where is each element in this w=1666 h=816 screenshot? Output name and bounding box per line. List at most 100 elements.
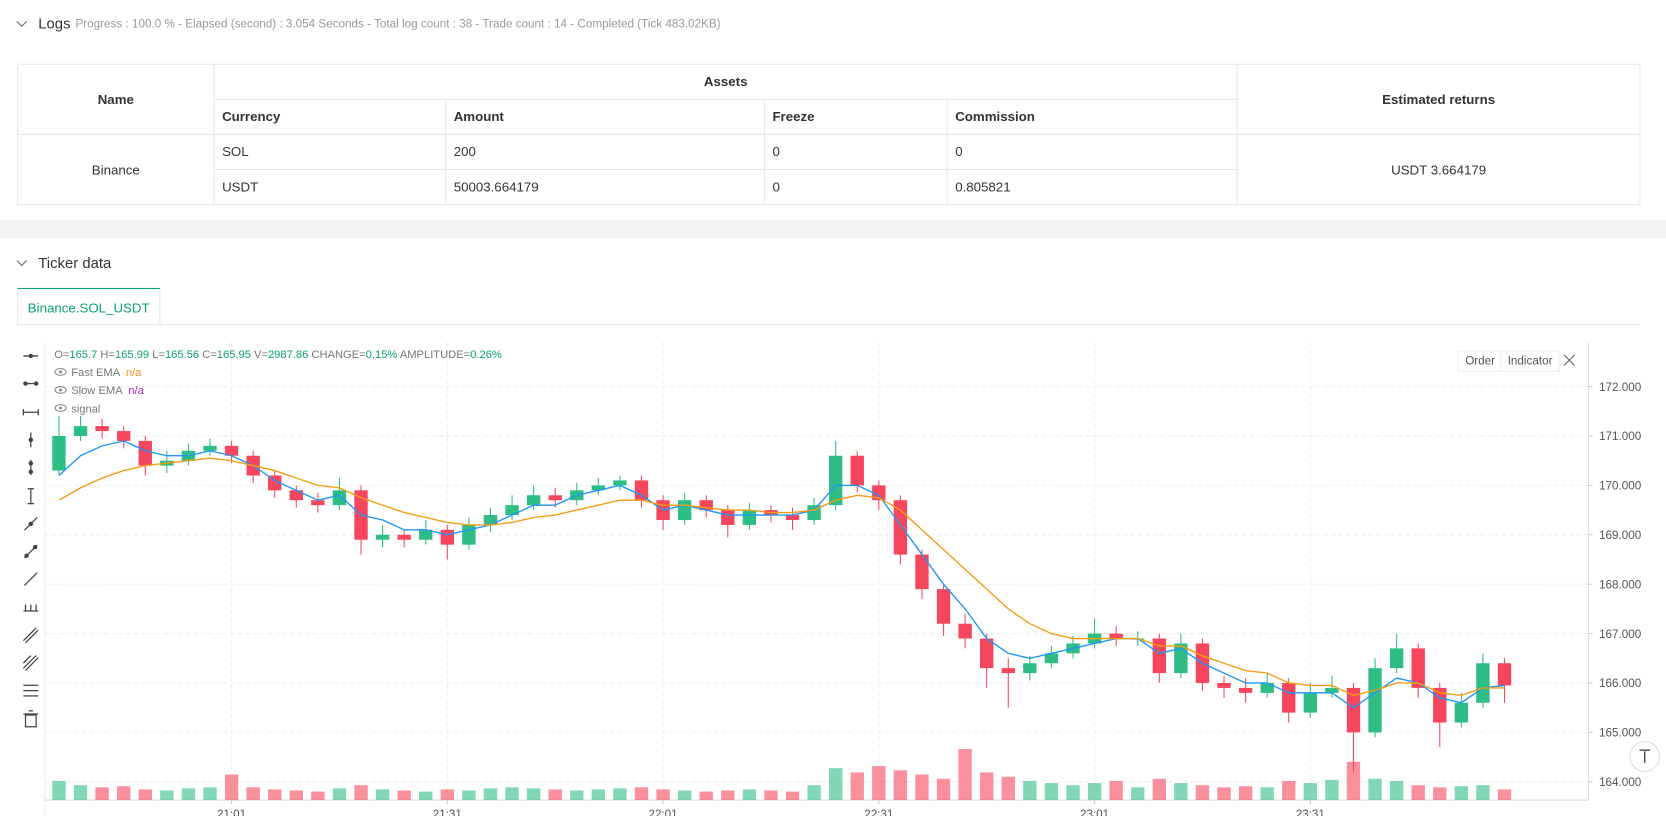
y-tick-label: 170.000 bbox=[1599, 480, 1642, 493]
tool-icon[interactable] bbox=[23, 684, 39, 697]
candle-body bbox=[526, 495, 541, 506]
indicator-button[interactable]: Indicator bbox=[1500, 350, 1560, 372]
candle-body bbox=[958, 623, 972, 639]
candle-body bbox=[1325, 687, 1339, 693]
candle-body bbox=[440, 529, 455, 545]
volume-bar bbox=[721, 790, 735, 801]
candle-body bbox=[483, 515, 498, 525]
x-tick-label: 22:01 bbox=[648, 808, 677, 816]
volume-bar bbox=[526, 788, 541, 801]
collapse-icon[interactable] bbox=[16, 255, 28, 267]
candle-body bbox=[1044, 653, 1059, 664]
candle-body bbox=[634, 480, 649, 501]
legend-name: signal bbox=[71, 402, 101, 416]
tool-icon[interactable] bbox=[22, 655, 39, 671]
volume-bar bbox=[203, 787, 217, 801]
header-cell: Estimated returns bbox=[1236, 63, 1641, 135]
tool-icon[interactable] bbox=[23, 604, 39, 612]
volume-bar bbox=[634, 787, 649, 801]
candle-body bbox=[117, 431, 131, 441]
candle-body bbox=[721, 510, 735, 525]
cell: Binance bbox=[17, 133, 215, 206]
tool-icon[interactable] bbox=[23, 353, 39, 359]
volume-bar bbox=[1389, 780, 1404, 801]
volume-bar bbox=[52, 780, 66, 801]
tool-icon[interactable] bbox=[28, 460, 34, 475]
candle-body bbox=[311, 500, 325, 506]
volume-bar bbox=[656, 789, 670, 801]
tool-icon[interactable] bbox=[23, 516, 38, 531]
volume-bar bbox=[440, 789, 455, 801]
visibility-icon[interactable] bbox=[54, 404, 67, 413]
x-tick-label: 21:01 bbox=[217, 808, 246, 816]
volume-bar bbox=[1001, 776, 1015, 801]
legend-value: 0.26% bbox=[470, 348, 502, 362]
volume-bar bbox=[375, 789, 390, 801]
candle-body bbox=[850, 455, 864, 486]
order-button[interactable]: Order bbox=[1457, 350, 1503, 372]
candle-body bbox=[872, 485, 886, 501]
candle-body bbox=[419, 529, 433, 540]
volume-bar bbox=[677, 790, 692, 801]
legend-key: H= bbox=[100, 348, 115, 362]
volume-bar bbox=[1023, 780, 1037, 801]
header-cell: Commission bbox=[946, 98, 1238, 135]
candle-body bbox=[699, 500, 713, 511]
volume-bar bbox=[1282, 780, 1296, 801]
volume-bar bbox=[613, 788, 627, 801]
tool-icon[interactable] bbox=[23, 381, 39, 386]
tool-icon[interactable] bbox=[22, 627, 39, 644]
tab-divider bbox=[17, 324, 1641, 326]
x-tick-label: 21:31 bbox=[433, 808, 462, 816]
candle-body bbox=[677, 500, 692, 520]
delete-icon[interactable] bbox=[23, 710, 39, 728]
volume-bar bbox=[160, 790, 174, 801]
tool-icon[interactable] bbox=[23, 544, 38, 559]
volume-bar bbox=[95, 787, 109, 801]
section-separator bbox=[0, 219, 1666, 238]
volume-bar bbox=[419, 791, 433, 801]
tool-icon[interactable] bbox=[23, 572, 38, 586]
volume-bar bbox=[548, 789, 562, 801]
volume-bar bbox=[268, 789, 282, 801]
candle-body bbox=[1497, 663, 1512, 686]
tool-icon[interactable] bbox=[27, 488, 34, 505]
legend-item: Slow EMA n/a bbox=[54, 385, 144, 397]
ticker-tab[interactable]: Binance.SOL_USDT bbox=[17, 287, 161, 325]
tool-icon[interactable] bbox=[22, 409, 39, 416]
drawing-toolbar[interactable] bbox=[22, 353, 39, 728]
volume-bar bbox=[980, 772, 994, 801]
candle-body bbox=[915, 554, 929, 590]
tool-icon[interactable] bbox=[28, 432, 34, 448]
y-tick-label: 165.000 bbox=[1599, 727, 1642, 740]
volume-bar bbox=[1217, 787, 1231, 801]
candle-body bbox=[936, 589, 951, 624]
scroll-latest-button[interactable] bbox=[1629, 741, 1661, 772]
legend-item: signal bbox=[54, 402, 101, 416]
legend-name: Fast EMA bbox=[71, 366, 120, 380]
candle-body bbox=[52, 435, 66, 471]
y-tick-label: 166.000 bbox=[1599, 677, 1642, 690]
candle-body bbox=[268, 475, 282, 491]
volume-bar bbox=[850, 772, 864, 801]
candle-body bbox=[1368, 668, 1382, 733]
volume-bar bbox=[1109, 780, 1123, 801]
volume-bar bbox=[570, 790, 584, 801]
candle-body bbox=[332, 490, 347, 506]
volume-bar bbox=[785, 791, 800, 801]
header-cell: Assets bbox=[213, 63, 1238, 100]
volume-bar bbox=[872, 766, 886, 801]
cell: 0.805821 bbox=[946, 168, 1238, 206]
collapse-icon[interactable] bbox=[16, 16, 28, 28]
legend-key: C= bbox=[202, 348, 217, 362]
volume-bar bbox=[1152, 778, 1166, 801]
candle-body bbox=[980, 638, 994, 669]
volume-bar bbox=[936, 778, 951, 801]
fullscreen-icon[interactable] bbox=[1563, 354, 1576, 366]
volume-bar bbox=[311, 791, 325, 801]
logs-summary: Progress : 100.0 % - Elapsed (second) : … bbox=[75, 18, 721, 31]
visibility-icon[interactable] bbox=[54, 367, 67, 377]
visibility-icon[interactable] bbox=[54, 386, 67, 395]
legend-key: V= bbox=[254, 348, 268, 362]
